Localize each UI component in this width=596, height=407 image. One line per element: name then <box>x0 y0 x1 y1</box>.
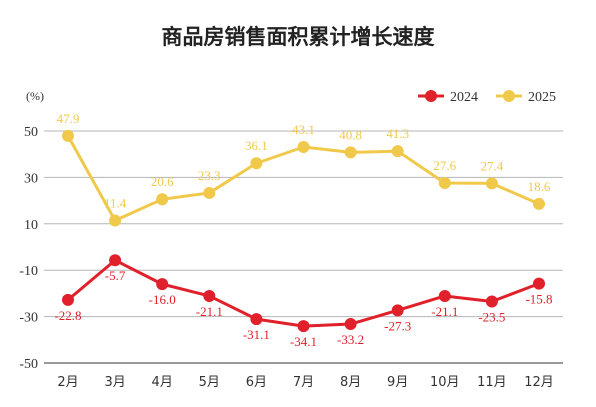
data-label: -5.7 <box>105 268 126 283</box>
y-unit-label: (%) <box>26 89 44 103</box>
y-tick-label: -50 <box>19 357 38 372</box>
data-point <box>109 254 122 267</box>
data-label: 18.6 <box>528 179 551 194</box>
data-point <box>438 289 451 302</box>
data-point <box>62 129 74 142</box>
data-point <box>203 186 216 199</box>
data-label: 40.8 <box>339 127 362 142</box>
chart-title: 商品房销售面积累计增长速度 <box>162 25 435 49</box>
data-label: 47.9 <box>57 111 80 126</box>
data-label: -33.2 <box>337 332 364 347</box>
y-tick-label: 30 <box>24 171 38 186</box>
data-point <box>203 289 216 302</box>
data-label: 43.1 <box>292 122 315 137</box>
y-axis: 50 30 10 -10 -30 -50 <box>19 125 38 372</box>
y-tick-label: 50 <box>24 125 38 140</box>
x-tick-label: 3月 <box>104 375 125 390</box>
data-point <box>62 293 74 306</box>
data-point <box>297 141 310 154</box>
y-tick-label: -10 <box>19 264 38 279</box>
data-point <box>297 320 310 333</box>
data-point <box>391 304 404 317</box>
x-tick-label: 7月 <box>293 375 314 390</box>
x-axis: 2月 3月 4月 5月 6月 7月 8月 9月 10月 11月 12月 <box>57 375 553 390</box>
data-point <box>533 277 545 290</box>
data-label: -22.8 <box>54 308 81 323</box>
y-tick-label: 10 <box>24 218 38 233</box>
legend-item-2025: 2025 <box>496 90 556 105</box>
legend-label: 2025 <box>528 90 556 105</box>
x-tick-label: 11月 <box>477 375 507 390</box>
series-group: -22.8 -5.7 -16.0 -21.1 -31.1 -34.1 -33.2 -27.3 -… <box>54 111 552 349</box>
x-tick-label: 9月 <box>387 375 408 390</box>
data-label: -21.1 <box>196 304 223 319</box>
data-point <box>156 278 169 291</box>
data-label: -21.1 <box>431 304 458 319</box>
x-tick-label: 10月 <box>430 375 460 390</box>
series-2025: 47.9 11.4 20.6 23.3 36.1 43.1 40.8 41.3 27.6 27.4… <box>57 111 551 227</box>
data-label: 23.3 <box>198 168 221 183</box>
legend-item-2024: 2024 <box>418 90 478 105</box>
data-label: -16.0 <box>149 292 176 307</box>
data-label: 36.1 <box>245 138 268 153</box>
x-tick-label: 2月 <box>57 375 78 390</box>
data-label: 20.6 <box>151 174 174 189</box>
data-point <box>533 197 545 210</box>
y-tick-label: -30 <box>19 311 38 326</box>
data-label: 27.6 <box>433 158 456 173</box>
data-point <box>344 146 357 159</box>
legend-marker <box>503 90 515 102</box>
data-point <box>156 193 169 206</box>
data-point <box>391 145 404 158</box>
x-tick-label: 4月 <box>152 375 173 390</box>
data-label: -23.5 <box>478 310 505 325</box>
data-point <box>438 176 451 189</box>
data-label: -27.3 <box>384 318 411 333</box>
series-2024: -22.8 -5.7 -16.0 -21.1 -31.1 -34.1 -33.2 -27.3 -… <box>54 254 553 349</box>
data-point <box>250 157 263 170</box>
x-tick-label: 12月 <box>524 375 554 390</box>
data-point <box>250 313 263 326</box>
data-point <box>485 295 498 308</box>
legend-label: 2024 <box>450 90 478 105</box>
x-tick-label: 5月 <box>199 375 220 390</box>
legend: 2024 2025 <box>418 90 556 105</box>
data-point <box>344 318 357 331</box>
data-point <box>485 177 498 190</box>
data-label: -15.8 <box>525 292 552 307</box>
data-label: 27.4 <box>481 158 504 173</box>
data-label: -34.1 <box>290 334 317 349</box>
data-label: -31.1 <box>243 327 270 342</box>
data-point <box>109 214 122 227</box>
x-tick-label: 6月 <box>246 375 267 390</box>
x-tick-label: 8月 <box>340 375 361 390</box>
legend-marker <box>425 90 437 102</box>
data-label: 11.4 <box>104 196 127 211</box>
grid <box>44 130 563 364</box>
data-label: 41.3 <box>386 126 409 141</box>
